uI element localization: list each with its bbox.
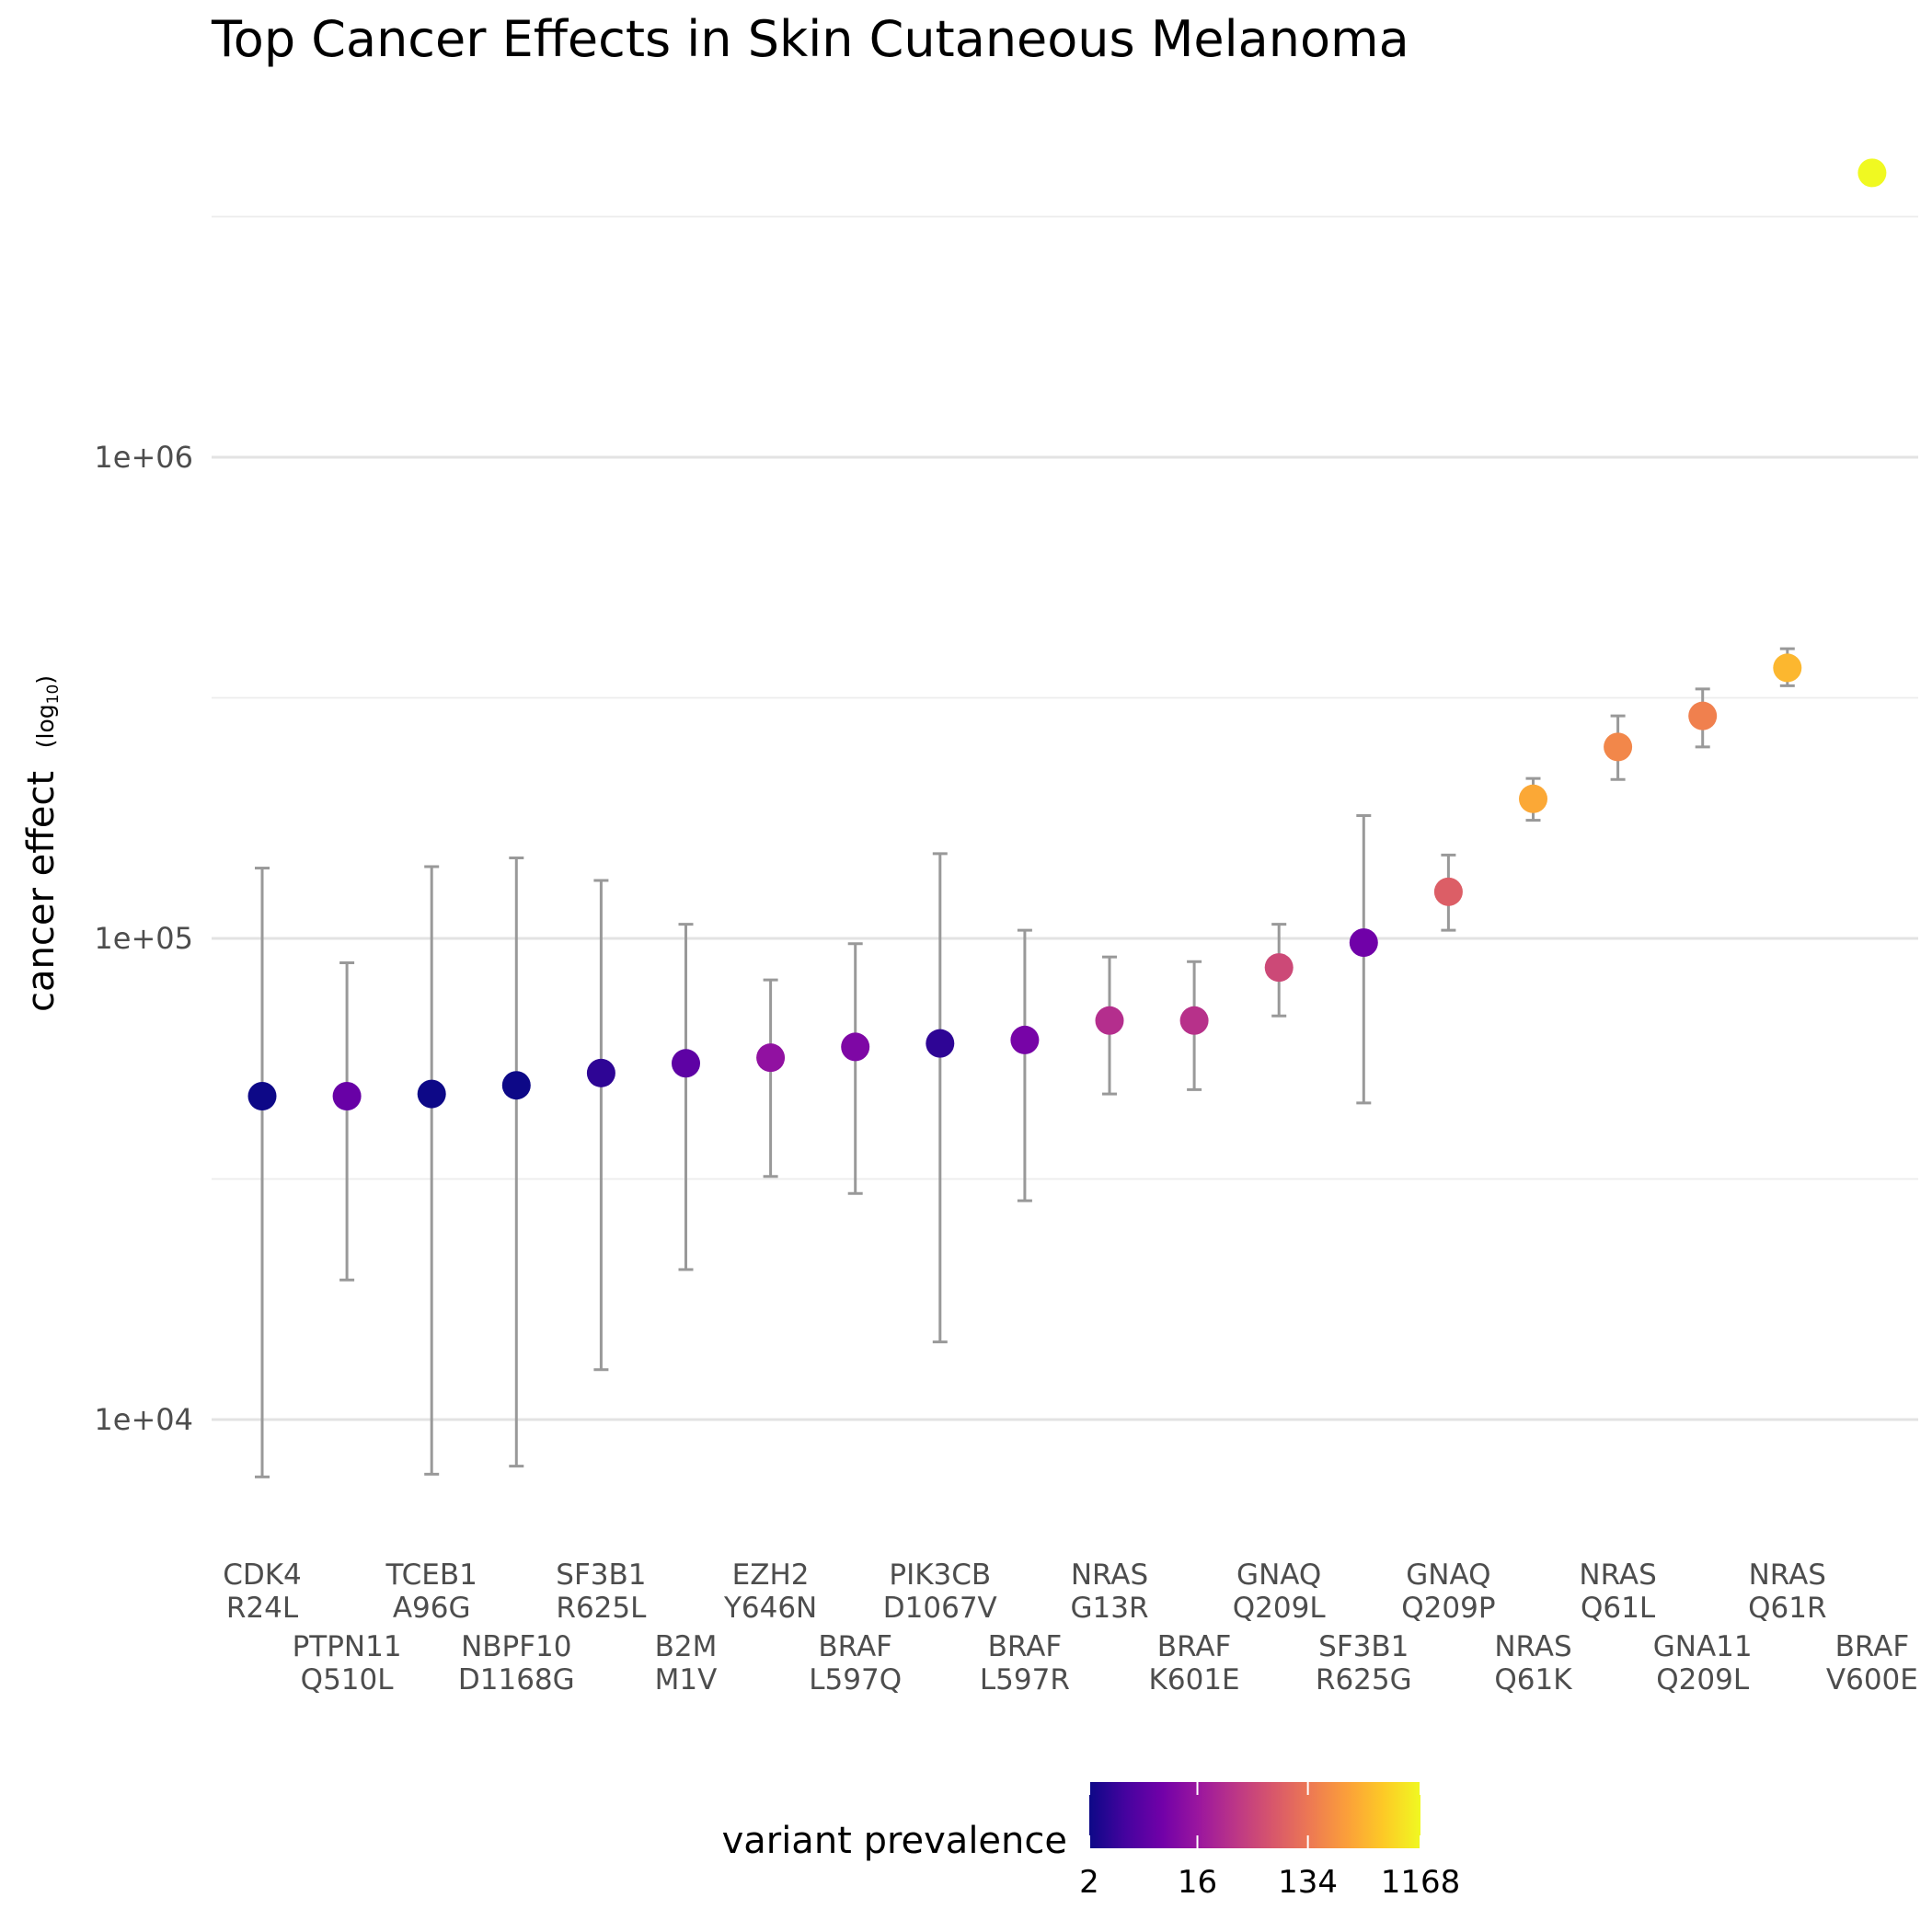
data-point: [586, 1058, 615, 1087]
data-point: [417, 1079, 446, 1109]
x-label-variant: Q209L: [1233, 1592, 1327, 1625]
legend-title: variant prevalence: [722, 1820, 1067, 1862]
x-label-variant: K601E: [1149, 1663, 1240, 1696]
x-label-gene: GNAQ: [1406, 1558, 1490, 1592]
x-label-gene: TCEB1: [385, 1558, 477, 1592]
x-label-variant: Q61R: [1748, 1592, 1826, 1625]
data-point: [1179, 1006, 1209, 1035]
data-point: [1773, 653, 1802, 683]
x-label-gene: NRAS: [1071, 1558, 1148, 1592]
x-label-gene: BRAF: [1835, 1630, 1910, 1663]
x-label-gene: B2M: [655, 1630, 718, 1663]
y-axis-ticks: 1e+04 1e+05 1e+06: [94, 440, 193, 1437]
data-point: [672, 1049, 700, 1078]
x-label-gene: NRAS: [1579, 1558, 1656, 1592]
y-axis-label: cancer effect: [20, 771, 63, 1012]
data-points: [247, 158, 1887, 1110]
x-label-variant: R24L: [226, 1592, 299, 1625]
color-legend: variant prevalence 2 16 134 1168: [722, 1782, 1460, 1901]
x-label-gene: BRAF: [988, 1630, 1063, 1663]
x-label-variant: R625G: [1316, 1663, 1412, 1696]
x-label-variant: A96G: [393, 1592, 471, 1625]
x-label-variant: V600E: [1826, 1663, 1918, 1696]
x-label-variant: G13R: [1070, 1592, 1148, 1625]
data-point: [247, 1081, 277, 1110]
y-tick-label: 1e+05: [94, 921, 193, 956]
x-label-variant: Y646N: [723, 1592, 817, 1625]
y-axis-scale-close: ): [32, 675, 59, 684]
x-label-gene: BRAF: [1157, 1630, 1232, 1663]
y-axis-title: cancer effect (log10): [20, 675, 63, 1012]
data-point: [1349, 928, 1378, 958]
x-label-gene: GNA11: [1653, 1630, 1753, 1663]
x-label-gene: NBPF10: [461, 1630, 571, 1663]
colorbar-ticks: 2 16 134 1168: [1079, 1782, 1460, 1901]
data-point: [501, 1071, 531, 1100]
data-point: [1095, 1006, 1124, 1035]
x-label-gene: EZH2: [732, 1558, 810, 1592]
x-label-gene: PIK3CB: [889, 1558, 991, 1592]
colorbar-tick-label: 134: [1278, 1864, 1338, 1901]
x-label-gene: CDK4: [223, 1558, 302, 1592]
data-point: [756, 1043, 786, 1073]
x-label-variant: D1067V: [883, 1592, 997, 1625]
data-point: [1857, 158, 1887, 188]
y-axis-scale-note: (log10): [32, 675, 63, 748]
data-point: [1519, 784, 1547, 813]
y-tick-label: 1e+06: [94, 440, 193, 475]
x-label-gene: NRAS: [1749, 1558, 1826, 1592]
chart-title: Top Cancer Effects in Skin Cutaneous Mel…: [211, 10, 1409, 68]
grid-lines: [212, 215, 1918, 1421]
colorbar-tick-label: 2: [1079, 1864, 1099, 1901]
error-bars: [255, 161, 1880, 1478]
colorbar-tick-label: 16: [1178, 1864, 1217, 1901]
x-label-variant: L597R: [980, 1663, 1070, 1696]
x-label-gene: SF3B1: [1318, 1630, 1409, 1663]
data-point: [841, 1032, 870, 1062]
x-label-gene: NRAS: [1494, 1630, 1571, 1663]
data-point: [1010, 1025, 1040, 1054]
data-point: [332, 1081, 362, 1110]
x-label-gene: GNAQ: [1236, 1558, 1321, 1592]
x-label-variant: D1168G: [458, 1663, 575, 1696]
x-label-variant: Q61K: [1494, 1663, 1572, 1696]
data-point: [1264, 953, 1294, 983]
x-label-gene: BRAF: [818, 1630, 892, 1663]
x-label-gene: PTPN11: [293, 1630, 402, 1663]
x-label-variant: R625L: [556, 1592, 647, 1625]
data-point: [1433, 877, 1463, 906]
x-label-gene: SF3B1: [556, 1558, 646, 1592]
data-point: [926, 1029, 955, 1058]
x-label-variant: L597Q: [809, 1663, 902, 1696]
x-label-variant: M1V: [655, 1663, 718, 1696]
y-tick-label: 1e+04: [94, 1402, 193, 1437]
x-label-variant: Q209P: [1401, 1592, 1495, 1625]
data-point: [1688, 701, 1718, 730]
x-label-variant: Q510L: [301, 1663, 395, 1696]
x-label-variant: Q209L: [1656, 1663, 1750, 1696]
colorbar: [1089, 1782, 1420, 1848]
colorbar-tick-label: 1168: [1381, 1864, 1461, 1901]
x-label-variant: Q61L: [1581, 1592, 1656, 1625]
y-axis-scale-subscript: 10: [44, 684, 63, 705]
data-point: [1604, 732, 1633, 762]
